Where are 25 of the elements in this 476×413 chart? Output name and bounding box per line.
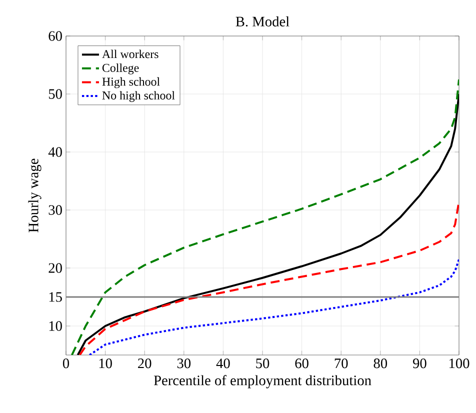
- x-axis-title: Percentile of employment distribution: [154, 375, 372, 388]
- x-tick-label: 80: [374, 358, 388, 368]
- y-tick-label: 15: [49, 292, 62, 302]
- x-tick-label: 70: [334, 358, 348, 368]
- legend-label: College: [102, 64, 139, 74]
- chart-title: B. Model: [236, 16, 290, 26]
- y-tick-label: 10: [49, 321, 62, 331]
- x-tick-label: 100: [450, 358, 470, 368]
- legend-label: All workers: [102, 50, 158, 58]
- y-tick-label: 60: [48, 31, 62, 41]
- x-tick-label: 0: [62, 358, 70, 368]
- x-tick-label: 30: [177, 358, 191, 368]
- legend-label: High school: [102, 77, 160, 88]
- y-tick-label: 30: [48, 205, 62, 215]
- x-tick-label: 40: [216, 358, 230, 368]
- x-tick-label: 10: [99, 358, 112, 368]
- x-tick-label: 60: [295, 358, 308, 368]
- y-tick-label: 50: [48, 89, 62, 99]
- x-tick-label: 20: [138, 358, 152, 368]
- y-axis-title: Hourly wage: [28, 158, 42, 232]
- x-tick-label: 50: [256, 358, 270, 368]
- y-tick-label: 40: [48, 147, 62, 157]
- legend-label: No high school: [102, 91, 175, 102]
- x-tick-label: 90: [413, 358, 426, 368]
- y-tick-label: 20: [48, 263, 62, 273]
